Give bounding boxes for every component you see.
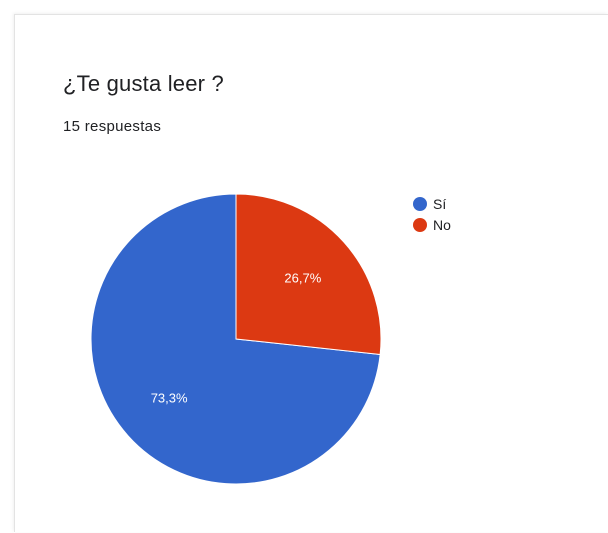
response-count: 15 respuestas xyxy=(63,118,162,135)
legend-label-no: No xyxy=(433,216,451,233)
pie-slice-no[interactable] xyxy=(235,193,382,356)
chart-legend: Sí No xyxy=(413,193,451,235)
pie-labels: 73,3% 26,7% xyxy=(151,270,322,405)
pie-label-si: 73,3% xyxy=(151,391,188,406)
pie-slices xyxy=(90,193,382,485)
legend-item-no[interactable]: No xyxy=(413,214,451,235)
question-title: ¿Te gusta leer ? xyxy=(63,71,224,96)
question-card: ¿Te gusta leer ? 15 respuestas 73,3% 26,7… xyxy=(14,14,608,532)
pie-chart: 73,3% 26,7% xyxy=(90,193,382,485)
pie-label-no: 26,7% xyxy=(284,270,321,285)
legend-label-si: Sí xyxy=(433,195,447,212)
legend-swatch-no xyxy=(413,217,427,232)
legend-swatch-si xyxy=(413,196,427,211)
legend-item-si[interactable]: Sí xyxy=(413,193,451,214)
